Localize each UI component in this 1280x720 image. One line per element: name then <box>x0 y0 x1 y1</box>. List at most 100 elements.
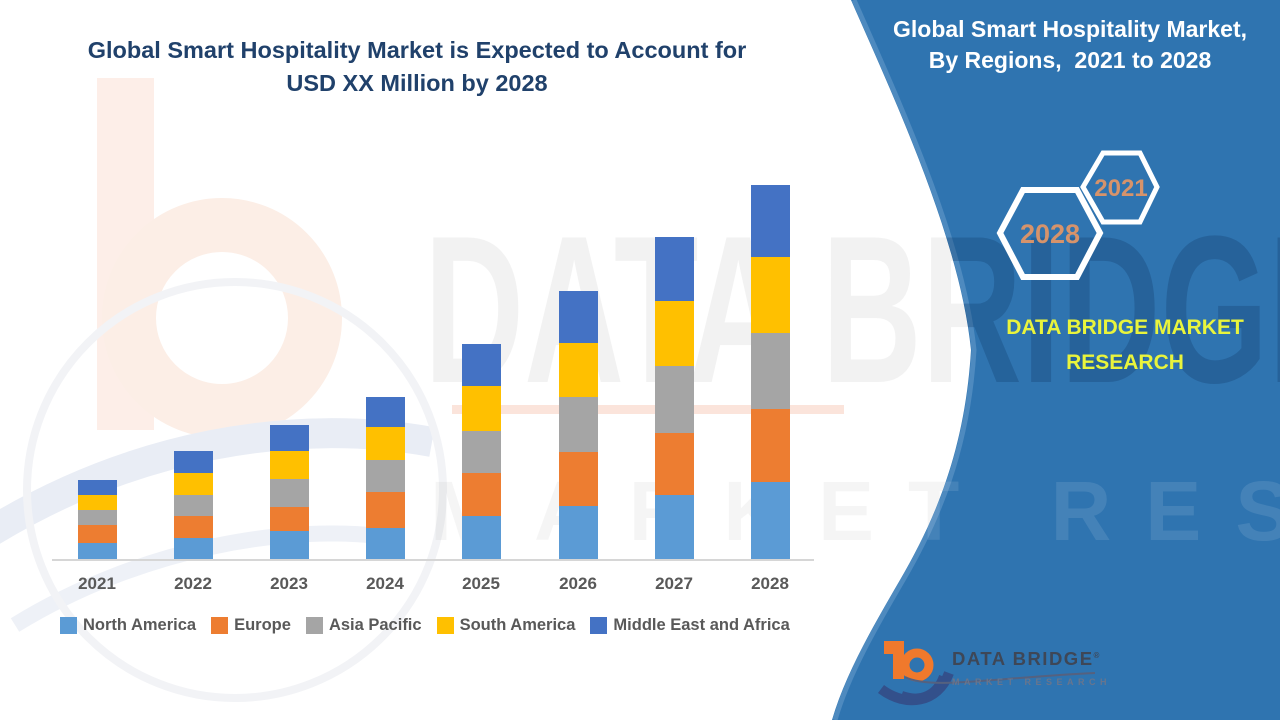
bar-segment-middle-east-and-africa <box>77 480 117 495</box>
bar-segment-europe <box>461 473 501 516</box>
logo-name: DATA BRIDGE <box>952 648 1094 669</box>
bar-segment-asia-pacific <box>654 366 694 433</box>
brand-text-line2: RESEARCH <box>1066 351 1184 374</box>
legend-item-asia-pacific: Asia Pacific <box>305 616 422 635</box>
bar-segment-south-america <box>654 301 694 366</box>
logo-subname: MARKET RESEARCH <box>952 677 1112 687</box>
x-axis-label-2025: 2025 <box>462 574 500 593</box>
bar-2021 <box>77 480 117 559</box>
bar-segment-north-america <box>77 543 117 559</box>
logo-reg-mark: ® <box>1093 650 1101 660</box>
chart-title-line2: USD XX Million by 2028 <box>286 70 548 96</box>
brand-text: DATA BRIDGE MARKET RESEARCH <box>960 310 1280 380</box>
bar-2025 <box>461 344 501 559</box>
bar-2022 <box>173 451 213 559</box>
logo-b-stem <box>893 641 904 679</box>
legend-swatch <box>211 617 229 634</box>
bar-segment-europe <box>269 507 309 531</box>
legend-swatch <box>436 617 454 634</box>
hexagon-badge-2028: 2028 <box>996 187 1104 280</box>
bar-segment-europe <box>558 452 598 506</box>
hexagon-badge-2021: 2021 <box>1080 150 1160 225</box>
x-axis-label-2026: 2026 <box>559 574 597 593</box>
blue-panel <box>832 0 1280 720</box>
bar-segment-asia-pacific <box>461 431 501 473</box>
bar-segment-north-america <box>365 528 405 559</box>
bar-segment-middle-east-and-africa <box>365 397 405 427</box>
bar-2026 <box>558 291 598 559</box>
bar-segment-north-america <box>173 538 213 559</box>
legend-item-south-america: South America <box>436 616 576 635</box>
bar-segment-south-america <box>558 343 598 397</box>
bar-segment-south-america <box>173 473 213 495</box>
bar-segment-europe <box>750 409 790 482</box>
panel-heading: Global Smart Hospitality Market, By Regi… <box>860 14 1280 76</box>
bar-segment-middle-east-and-africa <box>558 291 598 343</box>
x-axis-label-2021: 2021 <box>78 574 116 593</box>
x-axis-label-2024: 2024 <box>366 574 404 593</box>
blue-panel-rim <box>832 0 977 720</box>
bar-segment-north-america <box>558 506 598 559</box>
bar-segment-south-america <box>269 451 309 479</box>
bar-segment-north-america <box>654 495 694 559</box>
x-axis-label-2028: 2028 <box>751 574 789 593</box>
bar-segment-europe <box>173 516 213 538</box>
legend-item-north-america: North America <box>60 616 196 635</box>
chart-title-line1: Global Smart Hospitality Market is Expec… <box>87 37 747 63</box>
bar-segment-south-america <box>365 427 405 460</box>
x-axis-label-2023: 2023 <box>270 574 308 593</box>
bar-segment-europe <box>365 492 405 528</box>
legend-label: North America <box>83 616 197 634</box>
legend-swatch <box>60 617 77 634</box>
bar-segment-asia-pacific <box>365 460 405 492</box>
logo-text: DATA BRIDGE® MARKET RESEARCH <box>952 648 1111 687</box>
hexagon-2021-label: 2021 <box>1094 175 1147 202</box>
hexagon-2028-outline <box>996 187 1104 280</box>
x-axis-label-2022: 2022 <box>174 574 212 593</box>
bar-2023 <box>269 425 309 559</box>
watermark-ring-shape <box>23 278 447 702</box>
x-axis-label-2027: 2027 <box>655 574 693 593</box>
bar-segment-south-america <box>750 257 790 333</box>
brand-text-line1: DATA BRIDGE MARKET <box>1006 316 1244 339</box>
bar-segment-middle-east-and-africa <box>461 344 501 386</box>
bar-segment-asia-pacific <box>269 479 309 507</box>
bar-segment-north-america <box>269 531 309 559</box>
legend-swatch <box>305 617 323 634</box>
logo-d-swoosh <box>877 670 954 706</box>
panel-heading-line1: Global Smart Hospitality Market, <box>892 16 1248 42</box>
watermark-b-bowl-shape <box>102 198 342 438</box>
bar-segment-asia-pacific <box>77 510 117 525</box>
legend-label: Europe <box>234 616 291 634</box>
bar-segment-south-america <box>77 495 117 510</box>
bar-segment-middle-east-and-africa <box>269 425 309 451</box>
bar-2028 <box>750 185 790 559</box>
x-axis-line <box>52 559 814 561</box>
bar-segment-middle-east-and-africa <box>750 185 790 257</box>
watermark-pink-band <box>452 405 844 414</box>
logo-underline-swoosh <box>904 672 1096 684</box>
bar-segment-middle-east-and-africa <box>173 451 213 473</box>
logo-d-inner <box>900 674 945 700</box>
logo-b-bowl <box>900 648 934 682</box>
bar-segment-middle-east-and-africa <box>654 237 694 301</box>
bar-segment-asia-pacific <box>558 397 598 452</box>
bar-2024 <box>365 397 405 559</box>
legend-label: Asia Pacific <box>328 616 422 634</box>
bar-segment-south-america <box>461 386 501 431</box>
legend-swatch <box>590 617 608 634</box>
hexagon-2028-label: 2028 <box>1020 219 1080 249</box>
chart-title: Global Smart Hospitality Market is Expec… <box>0 34 834 100</box>
legend-item-europe: Europe <box>211 616 291 635</box>
bar-2027 <box>654 237 694 559</box>
bar-segment-north-america <box>461 516 501 559</box>
bar-segment-asia-pacific <box>750 333 790 409</box>
legend-label: Middle East and Africa <box>613 616 790 634</box>
bar-segment-asia-pacific <box>173 495 213 516</box>
legend-label: South America <box>459 616 576 634</box>
hexagon-2021-outline <box>1080 150 1160 225</box>
legend-item-middle-east-and-africa: Middle East and Africa <box>590 616 790 635</box>
bar-segment-europe <box>654 433 694 495</box>
